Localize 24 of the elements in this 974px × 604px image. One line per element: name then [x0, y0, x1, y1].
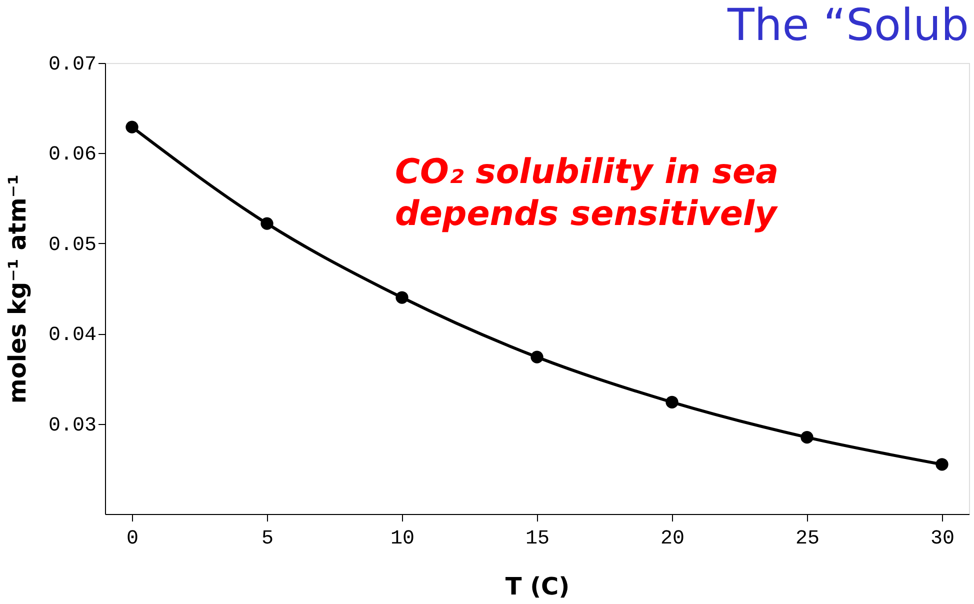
annotation: CO₂ solubility in sea — [395, 152, 779, 192]
point — [800, 431, 814, 444]
x-tick-label: 20 — [660, 528, 685, 550]
y-tick-label: 0.05 — [48, 234, 96, 257]
point — [126, 120, 138, 134]
x-tick-label: 15 — [525, 528, 550, 550]
point — [530, 350, 544, 364]
point — [936, 458, 948, 471]
annotation: depends sensitively — [395, 194, 779, 234]
chart-title: The “Solub — [726, 0, 969, 51]
point — [666, 396, 678, 408]
y-tick-label: 0.03 — [48, 414, 96, 438]
x-tick-label: 25 — [795, 528, 820, 550]
x-tick-label: 0 — [126, 528, 139, 550]
y-tick-label: 0.07 — [48, 54, 96, 76]
x-axis-title: T (C) — [505, 572, 570, 600]
x-tick-label: 10 — [390, 528, 415, 550]
point — [396, 291, 408, 304]
x-tick-label: 5 — [261, 528, 274, 550]
y-tick-label: 0.06 — [48, 144, 96, 167]
y-axis-title: moles kg⁻¹ atm⁻¹ — [3, 174, 32, 404]
x-tick-label: 30 — [930, 528, 955, 550]
point — [260, 217, 274, 230]
y-tick-label: 0.04 — [48, 324, 96, 348]
